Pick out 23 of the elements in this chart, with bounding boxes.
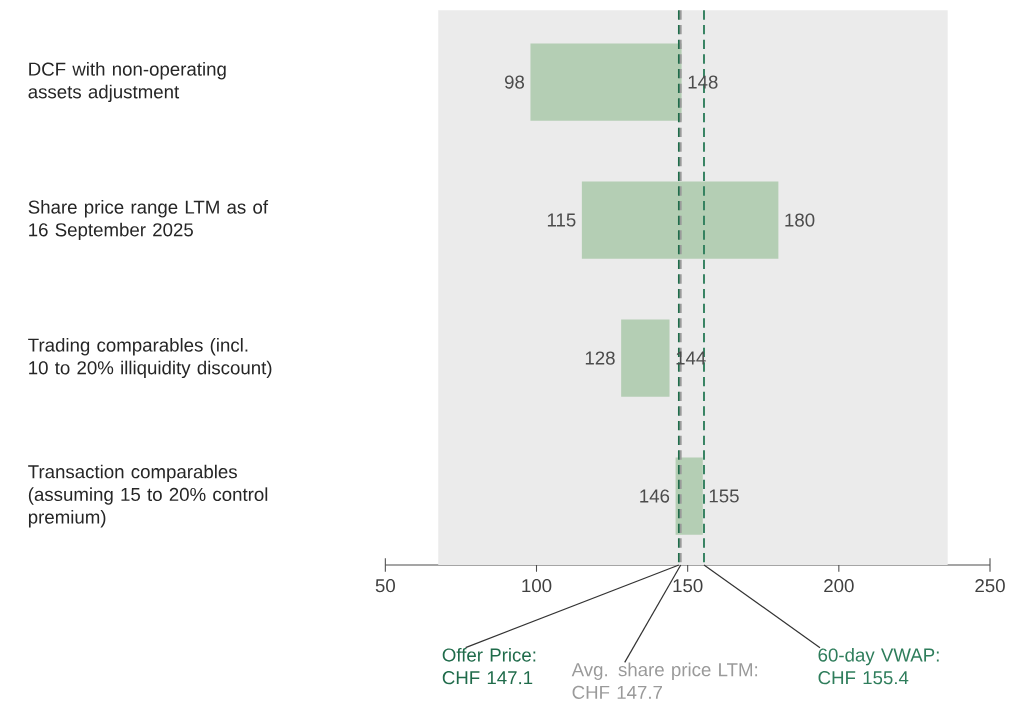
annotation: 155 — [709, 489, 739, 503]
x-tick-label: 200 — [824, 579, 854, 593]
annotation: 115 — [547, 213, 576, 227]
annotation: 148 — [688, 75, 718, 89]
bar — [581, 181, 779, 259]
annotation: 146 — [640, 489, 670, 503]
y-tick-label: Trading comparables (incl. 10 to 20% illiquidity discount) — [28, 338, 272, 379]
x-tick-label: 250 — [975, 579, 1005, 593]
ref-line-label: Avg. share price LTM: CHF 147.7 — [571, 662, 758, 699]
y-tick-label: DCF with non-operating assets adjustment — [28, 62, 226, 103]
bar — [530, 43, 682, 121]
annotation: 144 — [676, 351, 706, 365]
annotation: 128 — [585, 351, 615, 365]
annotation: 98 — [504, 75, 525, 89]
y-tick-label: Transaction comparables (assuming 15 to 20% control premium) — [28, 464, 268, 528]
bar — [621, 319, 670, 397]
x-tick-label: 50 — [375, 579, 395, 593]
x-tick-label: 100 — [522, 579, 552, 593]
y-tick-label: Share price range LTM as of 16 September 2025 — [28, 200, 269, 241]
ref-line-label: Offer Price: CHF 147.1 — [442, 647, 536, 685]
ref-line-label: 60-day VWAP: CHF 155.4 — [818, 647, 939, 685]
annotation: 180 — [785, 213, 815, 227]
x-tick-label: 150 — [673, 579, 703, 593]
